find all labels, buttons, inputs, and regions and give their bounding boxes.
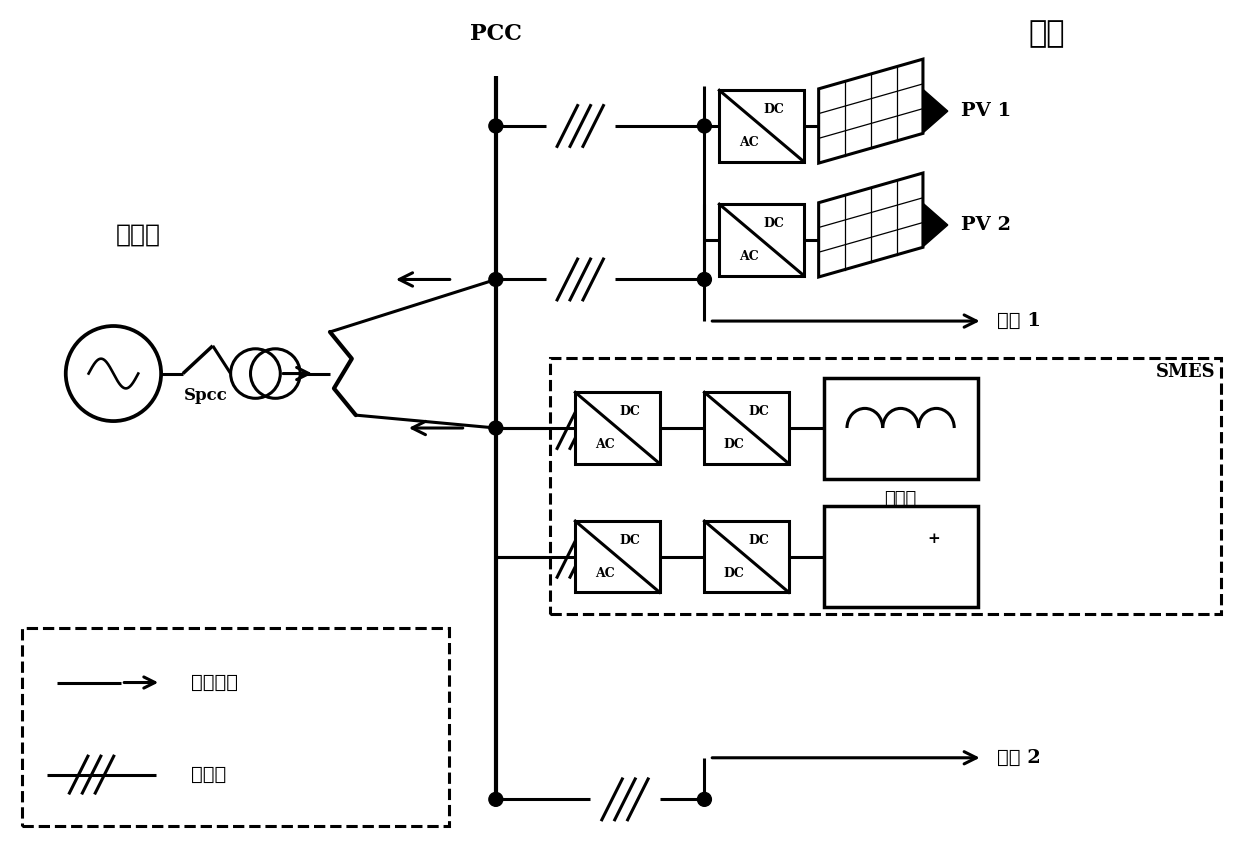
Text: SMES: SMES (1157, 363, 1216, 381)
Text: AC: AC (739, 136, 759, 149)
Text: 蓄电池: 蓄电池 (884, 491, 916, 509)
Text: AC: AC (739, 250, 759, 263)
Text: AC: AC (595, 566, 615, 580)
Text: 功率流向: 功率流向 (191, 674, 238, 692)
Text: Spcc: Spcc (184, 387, 228, 404)
Circle shape (489, 421, 502, 435)
Text: DC: DC (749, 534, 770, 547)
Text: AC: AC (595, 438, 615, 451)
Bar (823, 506, 977, 607)
Bar (22, 628, 449, 826)
Circle shape (697, 793, 712, 807)
Bar (704, 521, 789, 592)
Polygon shape (923, 89, 947, 133)
Circle shape (489, 119, 502, 133)
Text: DC: DC (749, 405, 770, 418)
Text: 负载 1: 负载 1 (997, 312, 1042, 330)
Polygon shape (923, 203, 947, 247)
Text: 微网: 微网 (1029, 18, 1065, 50)
Text: DC: DC (764, 217, 785, 230)
Circle shape (489, 273, 502, 287)
Text: DC: DC (724, 566, 744, 580)
Text: PCC: PCC (470, 23, 522, 45)
Text: DC: DC (764, 103, 785, 116)
Text: 电力线: 电力线 (191, 765, 226, 783)
Circle shape (697, 119, 712, 133)
Text: +: + (928, 532, 940, 546)
Bar (823, 378, 977, 479)
Text: PV 2: PV 2 (961, 216, 1011, 234)
Bar (575, 521, 660, 592)
Text: DC: DC (620, 534, 641, 547)
Bar (719, 90, 804, 161)
Text: DC: DC (620, 405, 641, 418)
Text: PV 1: PV 1 (961, 102, 1011, 120)
Text: 负载 2: 负载 2 (997, 749, 1042, 767)
Bar (719, 204, 804, 275)
Bar (575, 392, 660, 463)
Text: DC: DC (724, 438, 744, 451)
Text: 主电网: 主电网 (115, 223, 161, 247)
Circle shape (489, 793, 502, 807)
Bar (704, 392, 789, 463)
Bar (551, 358, 1221, 614)
Circle shape (697, 273, 712, 287)
